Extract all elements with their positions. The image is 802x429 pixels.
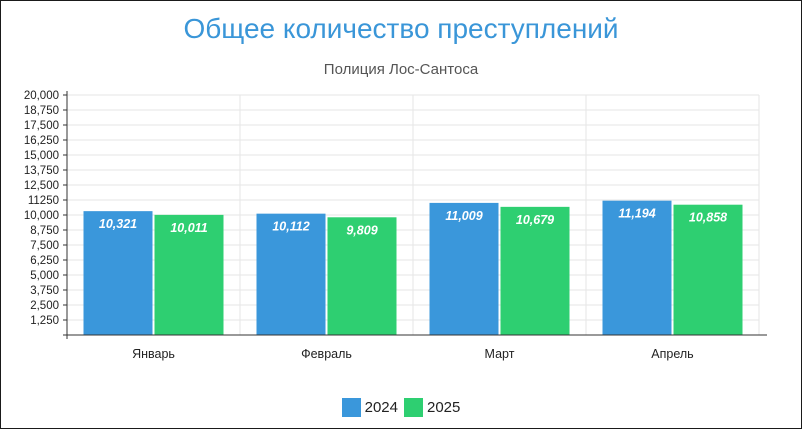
bar-value-label: 10,858 [689, 211, 727, 225]
bar-value-label: 9,809 [346, 223, 377, 237]
y-tick-label: 12,500 [24, 180, 59, 192]
chart-subtitle: Полиция Лос-Сантоса [323, 61, 479, 78]
y-tick-label: 20,000 [24, 90, 59, 102]
bar-value-label: 10,679 [516, 213, 554, 227]
y-tick-label: 11250 [28, 195, 59, 207]
y-tick-label: 8,750 [30, 225, 59, 237]
legend-swatch-2024 [341, 398, 361, 417]
bar-2025-2 [500, 206, 570, 335]
y-tick-label: 18,750 [24, 105, 59, 117]
legend-swatch-2025 [404, 398, 423, 417]
y-tick-label: 16,250 [24, 135, 59, 147]
legend-item-2024[interactable]: 2024 [341, 398, 398, 417]
bar-value-label: 11,194 [618, 207, 655, 221]
y-tick-label: 15,000 [24, 150, 59, 162]
legend-item-2025[interactable]: 2025 [404, 398, 460, 417]
y-tick-label: 3,750 [30, 285, 59, 297]
bar-value-label: 10,011 [170, 221, 207, 235]
x-tick-label: Январь [132, 347, 175, 361]
bar-2024-0 [83, 211, 153, 335]
bar-2025-0 [154, 214, 224, 335]
y-tick-label: 13,750 [24, 165, 59, 177]
x-tick-label: Февраль [301, 347, 352, 361]
bar-value-label: 11,009 [445, 209, 482, 223]
bar-value-label: 10,321 [99, 217, 137, 231]
y-tick-label: 7,500 [30, 240, 59, 252]
bar-value-label: 10,112 [272, 220, 309, 234]
bar-2024-2 [429, 202, 499, 335]
y-tick-label: 2,500 [30, 300, 59, 312]
y-tick-label: 1,250 [30, 315, 59, 327]
legend-label-2024: 2024 [364, 399, 398, 416]
bar-2025-1 [327, 217, 397, 335]
y-tick-label: 10,000 [24, 210, 59, 222]
chart-title: Общее количество преступлений [183, 13, 619, 44]
y-tick-label: 17,500 [24, 120, 59, 132]
x-tick-label: Апрель [651, 347, 693, 361]
y-tick-label: 5,000 [30, 270, 59, 282]
bar-2025-3 [673, 204, 743, 335]
x-tick-label: Март [485, 347, 515, 361]
bar-2024-3 [602, 200, 672, 335]
chart-legend: 2024 2025 [1, 398, 801, 417]
bar-2024-1 [256, 213, 326, 335]
legend-label-2025: 2025 [427, 399, 461, 416]
y-tick-label: 6,250 [30, 255, 59, 267]
